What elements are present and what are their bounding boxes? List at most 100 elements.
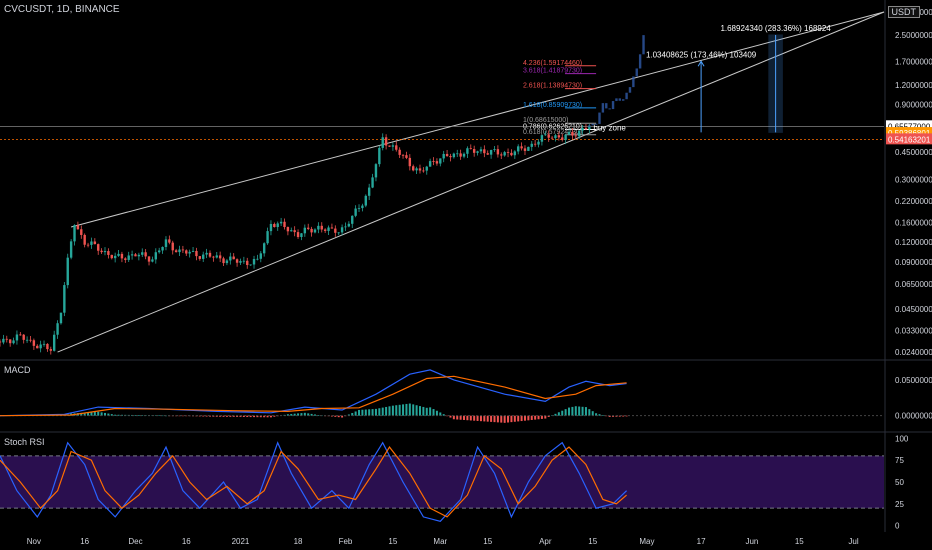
price-candle[interactable]: [489, 150, 493, 155]
price-candle[interactable]: [262, 243, 266, 254]
stoch-rsi-pane[interactable]: [0, 441, 884, 522]
price-candle[interactable]: [506, 152, 510, 153]
price-candle[interactable]: [588, 126, 591, 130]
price-candle[interactable]: [32, 340, 36, 346]
price-candle[interactable]: [439, 158, 442, 164]
price-candle[interactable]: [334, 228, 337, 233]
price-candle[interactable]: [296, 232, 300, 237]
price-candle[interactable]: [39, 344, 42, 349]
price-candle[interactable]: [198, 256, 202, 259]
price-candle[interactable]: [520, 146, 523, 149]
price-candle[interactable]: [127, 255, 130, 260]
price-candle[interactable]: [537, 141, 540, 145]
price-candle[interactable]: [310, 228, 313, 233]
price-candle[interactable]: [100, 250, 103, 253]
price-candle[interactable]: [581, 128, 584, 131]
currency-badge[interactable]: USDT: [887, 6, 920, 18]
price-candle[interactable]: [134, 254, 137, 257]
price-candle[interactable]: [86, 244, 90, 246]
price-candle[interactable]: [442, 153, 445, 159]
price-candle[interactable]: [540, 135, 544, 142]
price-candle[interactable]: [354, 208, 357, 216]
price-candle[interactable]: [412, 166, 415, 171]
price-candle[interactable]: [550, 137, 554, 139]
price-candle[interactable]: [218, 255, 222, 259]
price-candle[interactable]: [344, 226, 347, 228]
price-candle[interactable]: [476, 151, 479, 153]
price-candle[interactable]: [452, 153, 456, 158]
price-candle[interactable]: [398, 149, 401, 155]
price-candle[interactable]: [571, 131, 574, 136]
price-candle[interactable]: [232, 256, 235, 260]
price-candle[interactable]: [486, 153, 489, 155]
price-tag[interactable]: [886, 127, 932, 139]
price-candle[interactable]: [574, 135, 577, 137]
price-candle[interactable]: [256, 258, 259, 260]
price-candle[interactable]: [171, 242, 174, 251]
price-candle[interactable]: [151, 259, 154, 262]
price-candle[interactable]: [500, 154, 503, 156]
price-candle[interactable]: [235, 259, 239, 263]
price-candle[interactable]: [97, 244, 100, 251]
price-tag[interactable]: [886, 133, 932, 145]
price-candle[interactable]: [273, 223, 276, 228]
price-candle[interactable]: [577, 130, 581, 137]
price-candle[interactable]: [469, 148, 472, 150]
price-candle[interactable]: [279, 221, 283, 224]
price-candle[interactable]: [527, 146, 530, 151]
macd-pane[interactable]: [0, 369, 884, 423]
price-candle[interactable]: [229, 256, 232, 261]
price-candle[interactable]: [69, 241, 73, 258]
price-candle[interactable]: [381, 137, 384, 148]
price-candle[interactable]: [313, 229, 317, 233]
price-candle[interactable]: [432, 161, 435, 162]
price-candle[interactable]: [259, 253, 262, 259]
price-candle[interactable]: [269, 223, 273, 232]
price-candle[interactable]: [276, 223, 279, 228]
price-candle[interactable]: [493, 149, 496, 151]
price-candle[interactable]: [215, 255, 218, 258]
price-candle[interactable]: [164, 239, 168, 247]
price-candle[interactable]: [330, 227, 334, 229]
price-candle[interactable]: [496, 149, 500, 155]
price-candle[interactable]: [8, 339, 12, 344]
price-candle[interactable]: [80, 229, 83, 235]
price-candle[interactable]: [459, 153, 462, 157]
price-candle[interactable]: [367, 187, 371, 196]
price-candle[interactable]: [445, 153, 449, 157]
price-candle[interactable]: [266, 231, 269, 244]
price-candle[interactable]: [76, 225, 80, 230]
price-candle[interactable]: [188, 251, 191, 254]
price-candle[interactable]: [388, 145, 391, 147]
price-candle[interactable]: [395, 145, 398, 150]
price-candle[interactable]: [0, 341, 2, 343]
price-candle[interactable]: [320, 225, 323, 230]
price-candle[interactable]: [357, 208, 361, 209]
price-candle[interactable]: [181, 249, 185, 251]
price-candle[interactable]: [73, 225, 76, 242]
price-candle[interactable]: [117, 253, 120, 256]
price-candle[interactable]: [449, 156, 452, 158]
price-candle[interactable]: [178, 249, 181, 253]
price-candle[interactable]: [36, 345, 39, 349]
price-candle[interactable]: [533, 143, 537, 145]
price-candle[interactable]: [337, 232, 340, 234]
price-candle[interactable]: [503, 152, 506, 156]
price-candle[interactable]: [239, 261, 242, 263]
price-candle[interactable]: [161, 246, 164, 251]
price-candle[interactable]: [435, 161, 439, 164]
price-candle[interactable]: [401, 154, 405, 156]
price-candle[interactable]: [557, 135, 561, 138]
price-candle[interactable]: [42, 343, 46, 345]
price-candle[interactable]: [130, 254, 134, 256]
price-candle[interactable]: [144, 252, 147, 257]
price-candle[interactable]: [547, 134, 550, 138]
price-candle[interactable]: [300, 233, 303, 237]
price-candle[interactable]: [418, 168, 422, 171]
price-candle[interactable]: [137, 254, 141, 257]
price-candle[interactable]: [303, 227, 307, 234]
price-candle[interactable]: [107, 251, 110, 255]
price-candle[interactable]: [29, 339, 32, 341]
price-candle[interactable]: [293, 230, 296, 233]
price-candle[interactable]: [408, 157, 412, 167]
